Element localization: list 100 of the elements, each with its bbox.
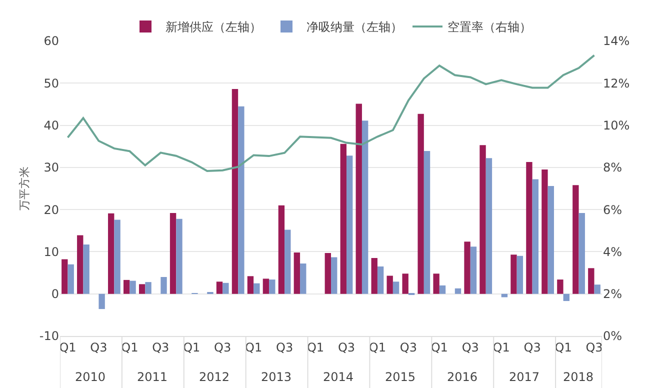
x-tick-label: Q3 (338, 340, 356, 354)
bar (238, 106, 244, 294)
x-tick-label: Q1 (121, 340, 138, 354)
bar (130, 280, 136, 294)
bar (356, 104, 362, 294)
bar (594, 284, 600, 294)
bar (433, 274, 440, 294)
bar (216, 282, 223, 294)
bar (526, 162, 532, 294)
bar (254, 283, 260, 294)
bar (439, 285, 446, 294)
y2-tick-label: 10% (603, 118, 630, 132)
bar (340, 144, 346, 294)
y2-tick-label: 8% (603, 160, 622, 175)
bar (324, 252, 331, 294)
y-tick-label: 30 (44, 160, 59, 175)
y-axis-title: 万平方米 (18, 166, 31, 210)
y-tick-label: -10 (39, 329, 59, 344)
bar (418, 114, 424, 294)
bar (371, 258, 378, 294)
text: 2016 (447, 370, 478, 384)
y-tick-label: 20 (44, 202, 59, 217)
bar (362, 120, 368, 294)
x-tick-label: Q3 (90, 340, 108, 354)
x-tick-label: Q1 (430, 340, 448, 354)
bar (278, 205, 285, 294)
x-tick-label: Q3 (462, 340, 479, 354)
text: 2012 (199, 370, 230, 384)
bar (83, 244, 90, 294)
x-tick-label: Q3 (586, 340, 603, 354)
x-tick-label: Q1 (245, 340, 262, 354)
text: 2013 (261, 370, 292, 384)
bar (232, 89, 238, 294)
bar (170, 212, 176, 294)
bar (269, 280, 276, 294)
bar (114, 220, 120, 294)
bar (68, 264, 74, 294)
bar (486, 158, 492, 294)
bar (548, 186, 554, 294)
bar (294, 252, 300, 294)
bar (98, 294, 105, 310)
bar (572, 185, 579, 294)
legend-label: 空置率（右轴） (448, 20, 532, 34)
y2-tick-label: 4% (603, 244, 622, 259)
text: 2017 (509, 370, 540, 384)
bar (77, 235, 84, 294)
bar (108, 213, 114, 294)
y-tick-label: 40 (44, 118, 59, 132)
x-tick-label: Q1 (59, 340, 76, 354)
bar (300, 264, 306, 294)
bar (222, 282, 229, 294)
x-tick-label: Q3 (214, 340, 232, 354)
bar (247, 276, 254, 294)
bar (532, 179, 539, 294)
bar (386, 276, 393, 294)
y-tick-label: 0 (51, 287, 59, 302)
y2-tick-label: 6% (603, 202, 622, 217)
x-tick-label: Q3 (524, 340, 541, 354)
x-tick-label: Q1 (492, 340, 510, 354)
bar (470, 246, 477, 294)
bar (145, 282, 152, 294)
x-tick-label: Q1 (306, 340, 324, 354)
bar (424, 150, 430, 294)
bar (284, 230, 291, 294)
x-tick-label: Q1 (183, 340, 200, 354)
bar (464, 242, 470, 294)
bar (542, 170, 548, 294)
y2-tick-label: 14% (603, 34, 630, 48)
bar (588, 268, 594, 294)
legend-label: 净吸纳量（左轴） (306, 20, 402, 34)
bar (160, 277, 167, 294)
x-tick-label: Q1 (368, 340, 386, 354)
line-series (66, 54, 596, 172)
bar (123, 280, 130, 294)
bar (402, 274, 408, 294)
x-tick-label: Q3 (400, 340, 417, 354)
y2-tick-label: 12% (603, 76, 630, 90)
bar (262, 278, 270, 294)
text: 2010 (75, 370, 106, 384)
bar (346, 156, 353, 294)
y2-tick-label: 2% (603, 287, 622, 302)
bar (176, 218, 182, 294)
x-tick-label: Q1 (554, 340, 572, 354)
bar (516, 256, 524, 294)
bar (510, 254, 517, 294)
x-tick-label: Q3 (152, 340, 170, 354)
text: 2011 (137, 370, 168, 384)
y-tick-label: 10 (44, 244, 59, 259)
bar (578, 212, 585, 294)
bar (331, 257, 338, 294)
text: 2015 (385, 370, 416, 384)
y2-tick-label: 0% (603, 329, 622, 344)
bar (563, 294, 570, 302)
bar (138, 284, 146, 294)
bar (392, 282, 400, 294)
legend-label: 新增供应（左轴） (166, 20, 262, 34)
bar (377, 266, 384, 294)
y-tick-label: 50 (44, 76, 59, 90)
bar (557, 280, 564, 294)
y-tick-label: 60 (44, 34, 59, 48)
